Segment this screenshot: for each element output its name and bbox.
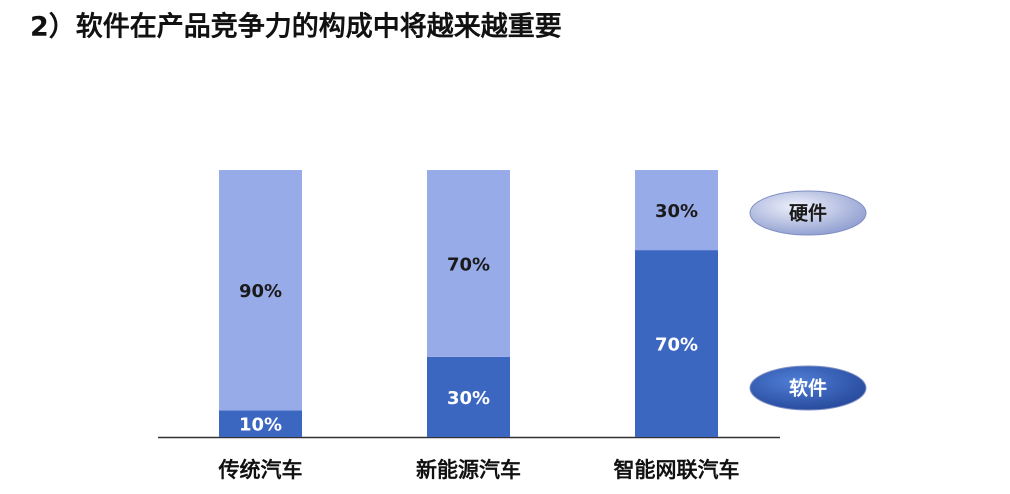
value-label: 90% [239,281,282,302]
x-tick-label: 智能网联汽车 [614,458,740,482]
value-label: 70% [655,335,698,356]
legend-label: 硬件 [789,202,827,225]
value-label: 30% [655,201,698,222]
legend-swatch [749,190,867,236]
chart-title: 2）软件在产品竞争力的构成中将越来越重要 [30,11,562,43]
value-label: 70% [447,254,490,275]
value-label: 10% [239,415,282,436]
legend-label: 软件 [789,377,827,400]
x-tick-label: 新能源汽车 [416,458,521,482]
bar-segment [427,170,510,357]
value-label: 30% [447,388,490,409]
bar-segment [219,170,302,411]
x-tick-label: 传统汽车 [218,458,303,482]
legend-swatch [749,365,867,411]
bar-segment [219,410,302,437]
bar-segment [427,356,510,437]
bar-segment [635,170,718,251]
bar-segment [635,250,718,437]
